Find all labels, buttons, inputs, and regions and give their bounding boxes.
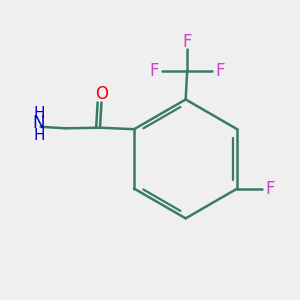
Text: F: F [182,32,192,50]
Text: H: H [33,128,45,143]
Text: F: F [215,62,225,80]
Text: N: N [33,114,45,132]
Text: F: F [150,62,159,80]
Text: O: O [95,85,108,103]
Text: H: H [33,106,45,121]
Text: F: F [266,180,275,198]
